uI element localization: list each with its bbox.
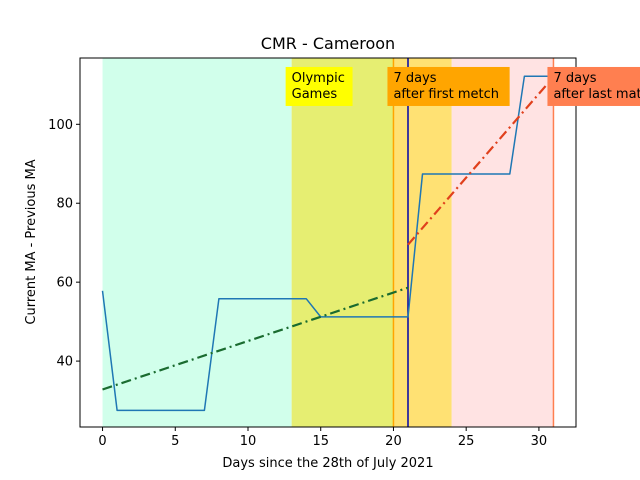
y-tick-label: 40 (56, 355, 73, 370)
x-tick-label: 30 (531, 434, 548, 449)
x-axis-label: Days since the 28th of July 2021 (222, 456, 433, 471)
x-tick-label: 20 (385, 434, 402, 449)
shaded-region (393, 58, 452, 427)
x-tick-label: 10 (240, 434, 257, 449)
y-tick-label: 100 (48, 118, 73, 133)
y-tick-label: 60 (56, 276, 73, 291)
annotation-text: 7 days (553, 71, 596, 86)
trend-line (102, 286, 409, 391)
shaded-region (451, 58, 554, 427)
x-tick-label: 5 (171, 434, 179, 449)
x-tick-label: 0 (98, 434, 106, 449)
chart-title: CMR - Cameroon (261, 34, 395, 53)
annotation-text: Olympic (292, 71, 345, 86)
annotation-text: after first metch (393, 87, 499, 102)
shaded-regions (102, 58, 554, 427)
annotation-box (285, 66, 353, 106)
vertical-lines (392, 58, 555, 427)
annotation-box (387, 66, 510, 106)
trend-line (407, 76, 555, 246)
y-axis-ticks: 40 60 80 100 (48, 118, 80, 370)
y-tick-label: 80 (56, 197, 73, 212)
annotation-text: Games (292, 87, 338, 102)
annotation-text: 7 days (393, 71, 436, 86)
plot-frame (79, 57, 577, 428)
annotation-box (547, 66, 640, 106)
shaded-region (102, 58, 292, 427)
y-axis-label: Current MA - Previous MA (24, 159, 39, 324)
x-tick-label: 15 (312, 434, 329, 449)
x-axis-ticks: 0 5 10 15 20 25 30 (98, 427, 547, 449)
x-tick-label: 25 (458, 434, 475, 449)
annotation-text: after last match (553, 87, 640, 102)
series-lines (101, 75, 555, 412)
